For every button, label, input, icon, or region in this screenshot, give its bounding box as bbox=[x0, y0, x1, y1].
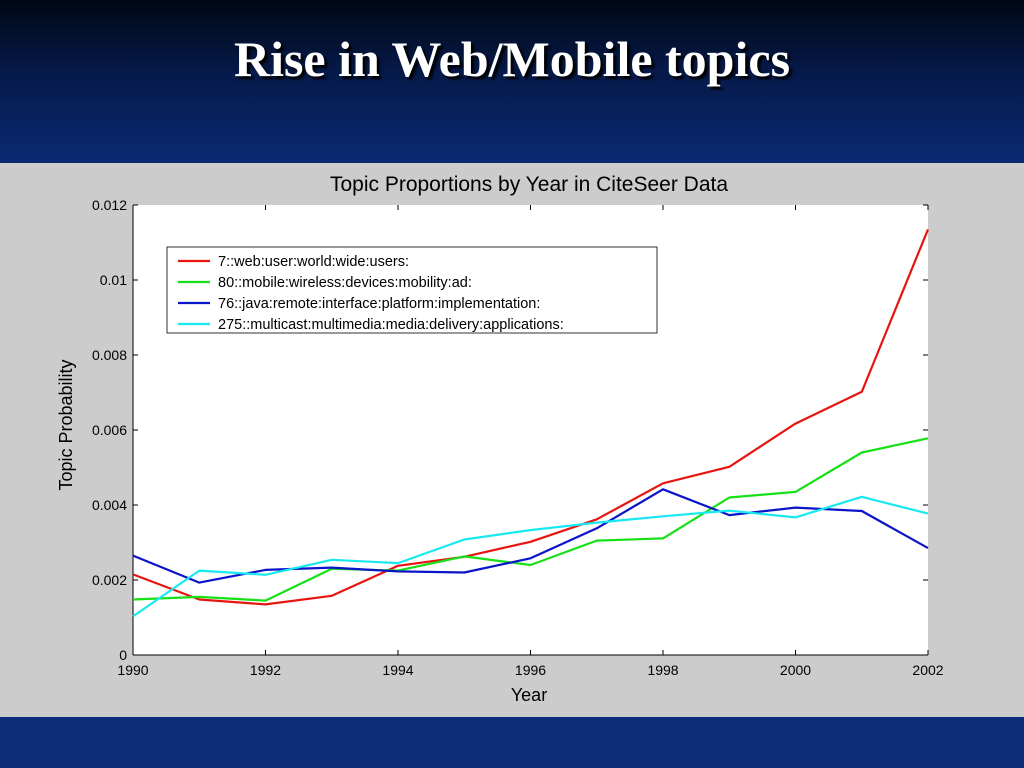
legend-label: 76::java:remote:interface:platform:imple… bbox=[218, 296, 540, 312]
series-lines bbox=[132, 228, 930, 618]
legend: 7::web:user:world:wide:users:80::mobile:… bbox=[166, 246, 658, 334]
y-tick-label: 0.008 bbox=[92, 347, 127, 363]
legend-label: 275::multicast:multimedia:media:delivery… bbox=[218, 317, 564, 333]
x-tick-label: 1992 bbox=[250, 662, 281, 678]
chart-title: Topic Proportions by Year in CiteSeer Da… bbox=[330, 173, 728, 196]
x-tick-label: 1996 bbox=[515, 662, 546, 678]
y-tick-label: 0.01 bbox=[100, 272, 127, 288]
axes: 0 0.002 0.004 0.006 0.008 0.01 0.012 1990 1992 19… bbox=[92, 197, 944, 678]
x-tick-label: 2002 bbox=[912, 662, 943, 678]
y-tick-label: 0.004 bbox=[92, 497, 127, 513]
y-tick-label: 0.006 bbox=[92, 422, 127, 438]
legend-label: 7::web:user:world:wide:users: bbox=[218, 254, 409, 270]
y-tick-label: 0.002 bbox=[92, 572, 127, 588]
chart-figure: Topic Proportions by Year in CiteSeer Da… bbox=[0, 163, 1024, 717]
series-line bbox=[132, 437, 929, 602]
y-tick-label: 0.012 bbox=[92, 197, 127, 213]
x-tick-label: 2000 bbox=[780, 662, 811, 678]
slide-title: Rise in Web/Mobile topics bbox=[233, 31, 791, 87]
slide-header: Rise in Web/Mobile topics bbox=[0, 0, 1024, 163]
slide-footer bbox=[0, 717, 1024, 768]
series-line bbox=[132, 488, 929, 584]
legend-box bbox=[166, 246, 658, 334]
x-tick-label: 1990 bbox=[117, 662, 148, 678]
x-axis-label: Year bbox=[511, 685, 547, 705]
y-tick-label: 0 bbox=[119, 647, 127, 663]
series-line bbox=[132, 495, 929, 618]
series-line bbox=[132, 228, 930, 606]
line-chart: Topic Proportions by Year in CiteSeer Da… bbox=[56, 173, 944, 705]
x-tick-label: 1994 bbox=[382, 662, 413, 678]
legend-label: 80::mobile:wireless:devices:mobility:ad: bbox=[218, 275, 472, 291]
y-axis-label: Topic Probability bbox=[56, 359, 76, 490]
x-tick-label: 1998 bbox=[647, 662, 678, 678]
